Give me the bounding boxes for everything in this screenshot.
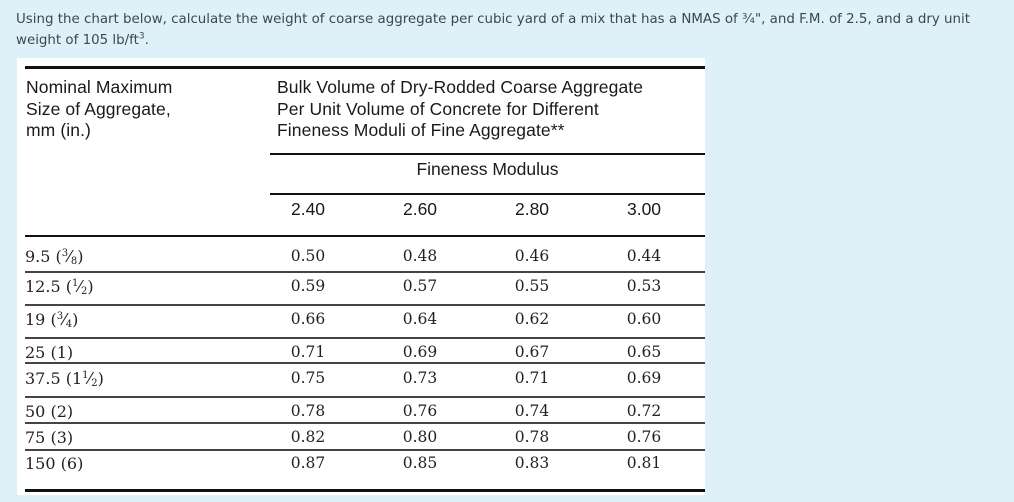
value-cell: 0.69 xyxy=(402,343,438,361)
aggregate-table-figure: Nominal Maximum Size of Aggregate, mm (i… xyxy=(17,58,705,495)
table-row: 75 (3) 0.82 0.80 0.78 0.76 xyxy=(25,428,705,448)
value-cell: 0.78 xyxy=(290,402,326,420)
group-header-line: Fineness Moduli of Fine Aggregate** xyxy=(277,120,565,140)
table-row: 150 (6) 0.87 0.85 0.83 0.81 xyxy=(25,454,705,474)
fm-column-header: 2.60 xyxy=(402,199,438,219)
size-header-line: Size of Aggregate, xyxy=(26,98,171,119)
value-cell: 0.87 xyxy=(290,454,326,472)
table-row: 9.5 (3⁄8) 0.50 0.48 0.46 0.44 xyxy=(25,247,705,267)
row-divider xyxy=(25,396,705,398)
size-cell: 150 (6) xyxy=(25,454,84,473)
value-cell: 0.74 xyxy=(514,402,550,420)
group-header-line: Bulk Volume of Dry-Rodded Coarse Aggrega… xyxy=(277,77,644,97)
size-cell: 12.5 (1⁄2) xyxy=(25,277,94,297)
size-cell: 37.5 (11⁄2) xyxy=(25,369,104,389)
size-header-line: mm (in.) xyxy=(26,120,91,140)
value-cell: 0.64 xyxy=(402,310,438,328)
value-cell: 0.76 xyxy=(626,428,662,446)
size-cell: 19 (3⁄4) xyxy=(25,310,79,330)
value-cell: 0.55 xyxy=(514,277,550,295)
value-cell: 0.72 xyxy=(626,402,662,420)
table-row: 19 (3⁄4) 0.66 0.64 0.62 0.60 xyxy=(25,310,705,330)
group-header-line: Per Unit Volume of Concrete for Differen… xyxy=(277,98,599,119)
header-bottom-rule xyxy=(25,235,705,237)
value-cell: 0.82 xyxy=(290,428,326,446)
table-row: 50 (2) 0.78 0.76 0.74 0.72 xyxy=(25,402,705,422)
top-rule xyxy=(25,66,705,69)
value-cell: 0.75 xyxy=(290,369,326,387)
value-cell: 0.73 xyxy=(402,369,438,387)
value-cell: 0.59 xyxy=(290,277,326,295)
value-cell: 0.85 xyxy=(402,454,438,472)
question-text: Using the chart below, calculate the wei… xyxy=(16,9,1006,51)
size-column-header: Nominal Maximum Size of Aggregate, mm (i… xyxy=(26,77,266,142)
row-divider xyxy=(25,304,705,306)
size-cell: 50 (2) xyxy=(25,402,74,421)
group-rule xyxy=(270,153,705,155)
value-cell: 0.65 xyxy=(626,343,662,361)
value-cell: 0.44 xyxy=(626,247,662,265)
value-cell: 0.60 xyxy=(626,310,662,328)
table-row: 25 (1) 0.71 0.69 0.67 0.65 xyxy=(25,343,705,363)
fm-column-header: 3.00 xyxy=(626,199,662,219)
row-divider xyxy=(25,449,705,451)
value-cell: 0.57 xyxy=(402,277,438,295)
subgroup-rule xyxy=(270,193,705,195)
size-cell: 25 (1) xyxy=(25,343,74,362)
value-cell: 0.50 xyxy=(290,247,326,265)
value-cell: 0.80 xyxy=(402,428,438,446)
value-cell: 0.46 xyxy=(514,247,550,265)
value-cell: 0.66 xyxy=(290,310,326,328)
row-divider xyxy=(25,337,705,339)
bottom-rule xyxy=(25,489,705,492)
cubic-superscript: 3 xyxy=(138,31,145,42)
size-cell: 75 (3) xyxy=(25,428,74,447)
value-cell: 0.67 xyxy=(514,343,550,361)
value-cell: 0.53 xyxy=(626,277,662,295)
row-divider xyxy=(25,362,705,364)
question-body: Using the chart below, calculate the wei… xyxy=(16,12,970,48)
table-row: 37.5 (11⁄2) 0.75 0.73 0.71 0.69 xyxy=(25,369,705,389)
row-divider xyxy=(25,422,705,424)
question-end: . xyxy=(144,33,149,48)
value-cell: 0.71 xyxy=(290,343,326,361)
fm-column-header: 2.40 xyxy=(290,199,326,219)
fm-column-header: 2.80 xyxy=(514,199,550,219)
size-cell: 9.5 (3⁄8) xyxy=(25,247,84,267)
table-row: 12.5 (1⁄2) 0.59 0.57 0.55 0.53 xyxy=(25,277,705,297)
value-cell: 0.48 xyxy=(402,247,438,265)
value-cell: 0.62 xyxy=(514,310,550,328)
fineness-modulus-header: Fineness Modulus xyxy=(416,159,559,179)
value-cell: 0.78 xyxy=(514,428,550,446)
size-header-line: Nominal Maximum xyxy=(26,77,173,97)
value-cell: 0.81 xyxy=(626,454,662,472)
value-cell: 0.71 xyxy=(514,369,550,387)
value-cell: 0.83 xyxy=(514,454,550,472)
bulk-volume-header: Bulk Volume of Dry-Rodded Coarse Aggrega… xyxy=(277,77,707,142)
row-divider xyxy=(25,271,705,273)
value-cell: 0.76 xyxy=(402,402,438,420)
value-cell: 0.69 xyxy=(626,369,662,387)
